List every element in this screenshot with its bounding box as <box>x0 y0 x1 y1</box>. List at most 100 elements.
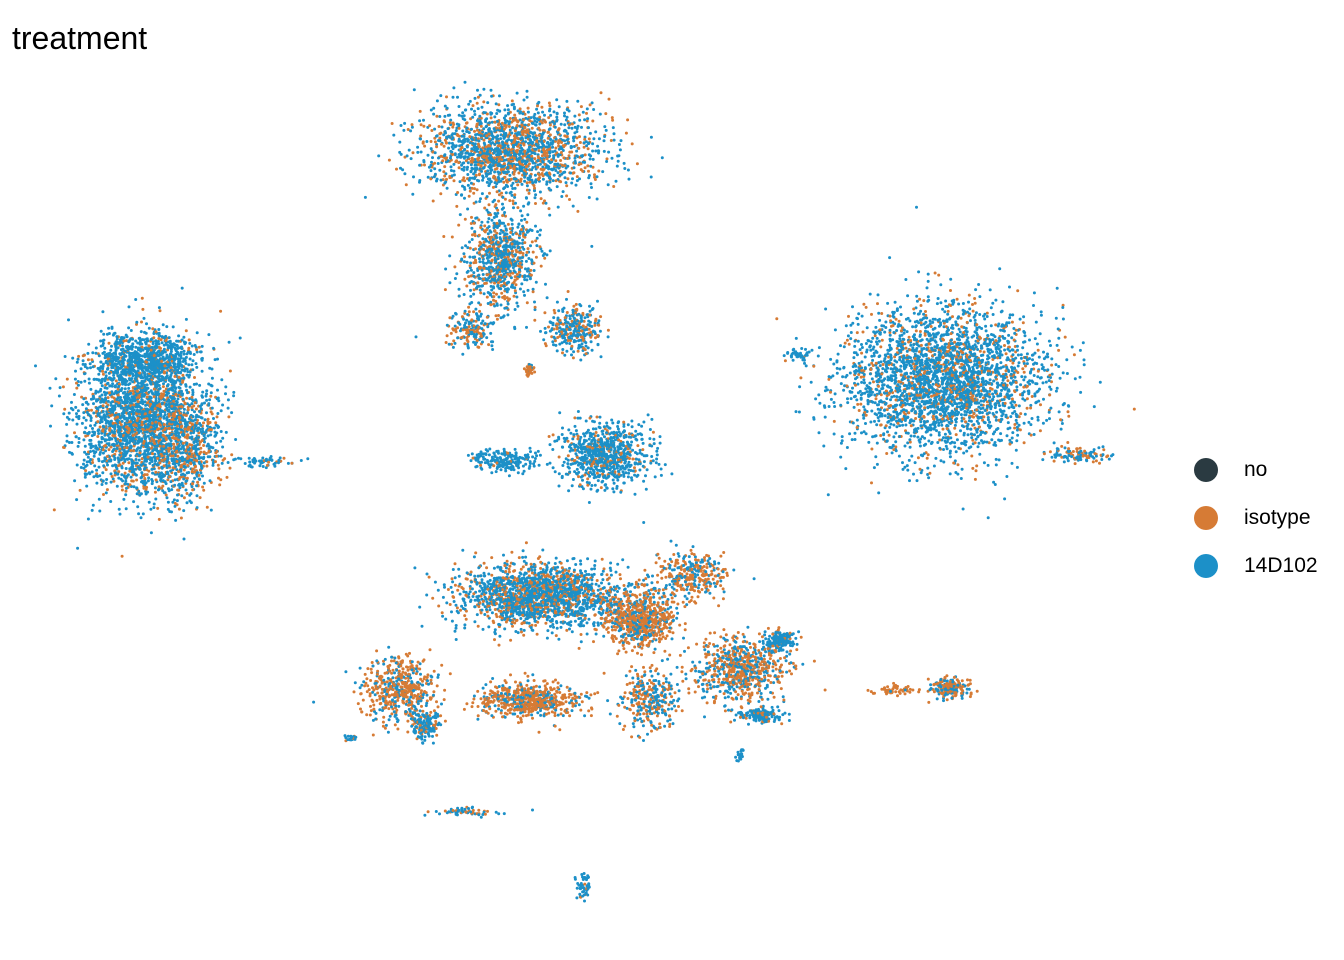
point-14d102 <box>143 373 147 377</box>
point-14d102 <box>264 458 268 462</box>
point-14d102 <box>193 426 197 430</box>
point-14d102 <box>102 338 106 342</box>
point-14d102 <box>179 447 183 451</box>
point-14d102 <box>220 461 224 465</box>
point-14d102 <box>209 445 213 449</box>
point-isotype <box>176 438 180 442</box>
point-14d102 <box>188 357 192 361</box>
point-14d102 <box>144 331 148 335</box>
point-isotype <box>140 420 144 424</box>
point-isotype <box>443 120 446 124</box>
point-14d102 <box>143 451 147 455</box>
point-14d102 <box>127 412 131 415</box>
point-isotype <box>137 395 141 399</box>
point-14d102 <box>200 358 204 362</box>
point-isotype <box>230 453 234 457</box>
point-14d102 <box>167 442 171 446</box>
point-14d102 <box>612 132 616 136</box>
point-isotype <box>470 156 474 160</box>
point-14d102 <box>170 451 174 455</box>
point-14d102 <box>133 396 136 400</box>
point-14d102 <box>183 369 187 373</box>
point-14d102 <box>578 177 581 181</box>
point-14d102 <box>156 393 160 396</box>
point-isotype <box>462 176 466 180</box>
point-isotype <box>160 458 164 462</box>
point-14d102 <box>112 373 116 377</box>
point-14d102 <box>65 415 69 419</box>
point-14d102 <box>154 447 158 451</box>
point-14d102 <box>151 342 155 346</box>
point-14d102 <box>117 458 121 462</box>
point-14d102 <box>172 361 176 365</box>
point-14d102 <box>104 415 108 418</box>
point-14d102 <box>528 145 532 149</box>
point-14d102 <box>122 449 126 453</box>
point-14d102 <box>122 355 126 359</box>
point-isotype <box>265 463 269 467</box>
point-14d102 <box>147 378 151 382</box>
point-14d102 <box>118 512 122 516</box>
point-14d102 <box>143 449 147 453</box>
point-14d102 <box>95 481 99 485</box>
point-isotype <box>101 448 105 452</box>
point-14d102 <box>174 347 178 351</box>
point-isotype <box>202 450 206 454</box>
point-14d102 <box>101 410 105 413</box>
point-14d102 <box>101 479 105 483</box>
chart-title: treatment <box>12 20 148 56</box>
point-14d102 <box>137 435 141 439</box>
point-14d102 <box>190 485 194 489</box>
point-14d102 <box>182 349 186 353</box>
point-14d102 <box>158 472 162 476</box>
point-14d102 <box>174 386 178 390</box>
point-isotype <box>188 421 192 425</box>
point-14d102 <box>508 128 512 132</box>
point-isotype <box>445 95 448 99</box>
point-14d102 <box>107 326 111 330</box>
point-14d102 <box>146 368 150 372</box>
point-14d102 <box>611 126 615 130</box>
point-14d102 <box>226 461 230 464</box>
point-14d102 <box>113 471 117 475</box>
point-14d102 <box>91 365 95 369</box>
point-14d102 <box>466 207 470 211</box>
point-14d102 <box>451 147 455 151</box>
point-isotype <box>197 473 201 477</box>
point-isotype <box>514 118 518 122</box>
point-isotype <box>185 492 189 495</box>
point-isotype <box>191 488 195 492</box>
point-isotype <box>419 123 423 127</box>
point-14d102 <box>79 466 83 469</box>
point-isotype <box>205 460 209 464</box>
point-14d102 <box>96 447 99 451</box>
point-14d102 <box>173 357 177 361</box>
point-14d102 <box>145 322 148 326</box>
point-14d102 <box>112 358 116 362</box>
point-14d102 <box>156 354 160 358</box>
point-14d102 <box>120 419 124 423</box>
point-14d102 <box>143 466 147 470</box>
point-14d102 <box>188 341 192 345</box>
point-14d102 <box>161 479 165 483</box>
point-14d102 <box>160 335 164 339</box>
point-isotype <box>190 443 194 447</box>
point-isotype <box>545 154 549 158</box>
point-isotype <box>478 172 481 176</box>
point-14d102 <box>112 448 116 452</box>
point-14d102 <box>181 484 185 488</box>
point-isotype <box>171 417 175 421</box>
point-isotype <box>593 173 596 177</box>
point-14d102 <box>194 436 198 440</box>
point-isotype <box>202 444 206 447</box>
point-isotype <box>127 461 131 465</box>
point-14d102 <box>555 111 559 115</box>
point-14d102 <box>147 326 151 330</box>
point-isotype <box>65 377 69 381</box>
point-14d102 <box>181 392 184 396</box>
point-14d102 <box>208 398 212 402</box>
point-isotype <box>148 410 152 414</box>
point-14d102 <box>161 375 165 379</box>
point-14d102 <box>191 368 195 372</box>
point-14d102 <box>484 120 488 124</box>
